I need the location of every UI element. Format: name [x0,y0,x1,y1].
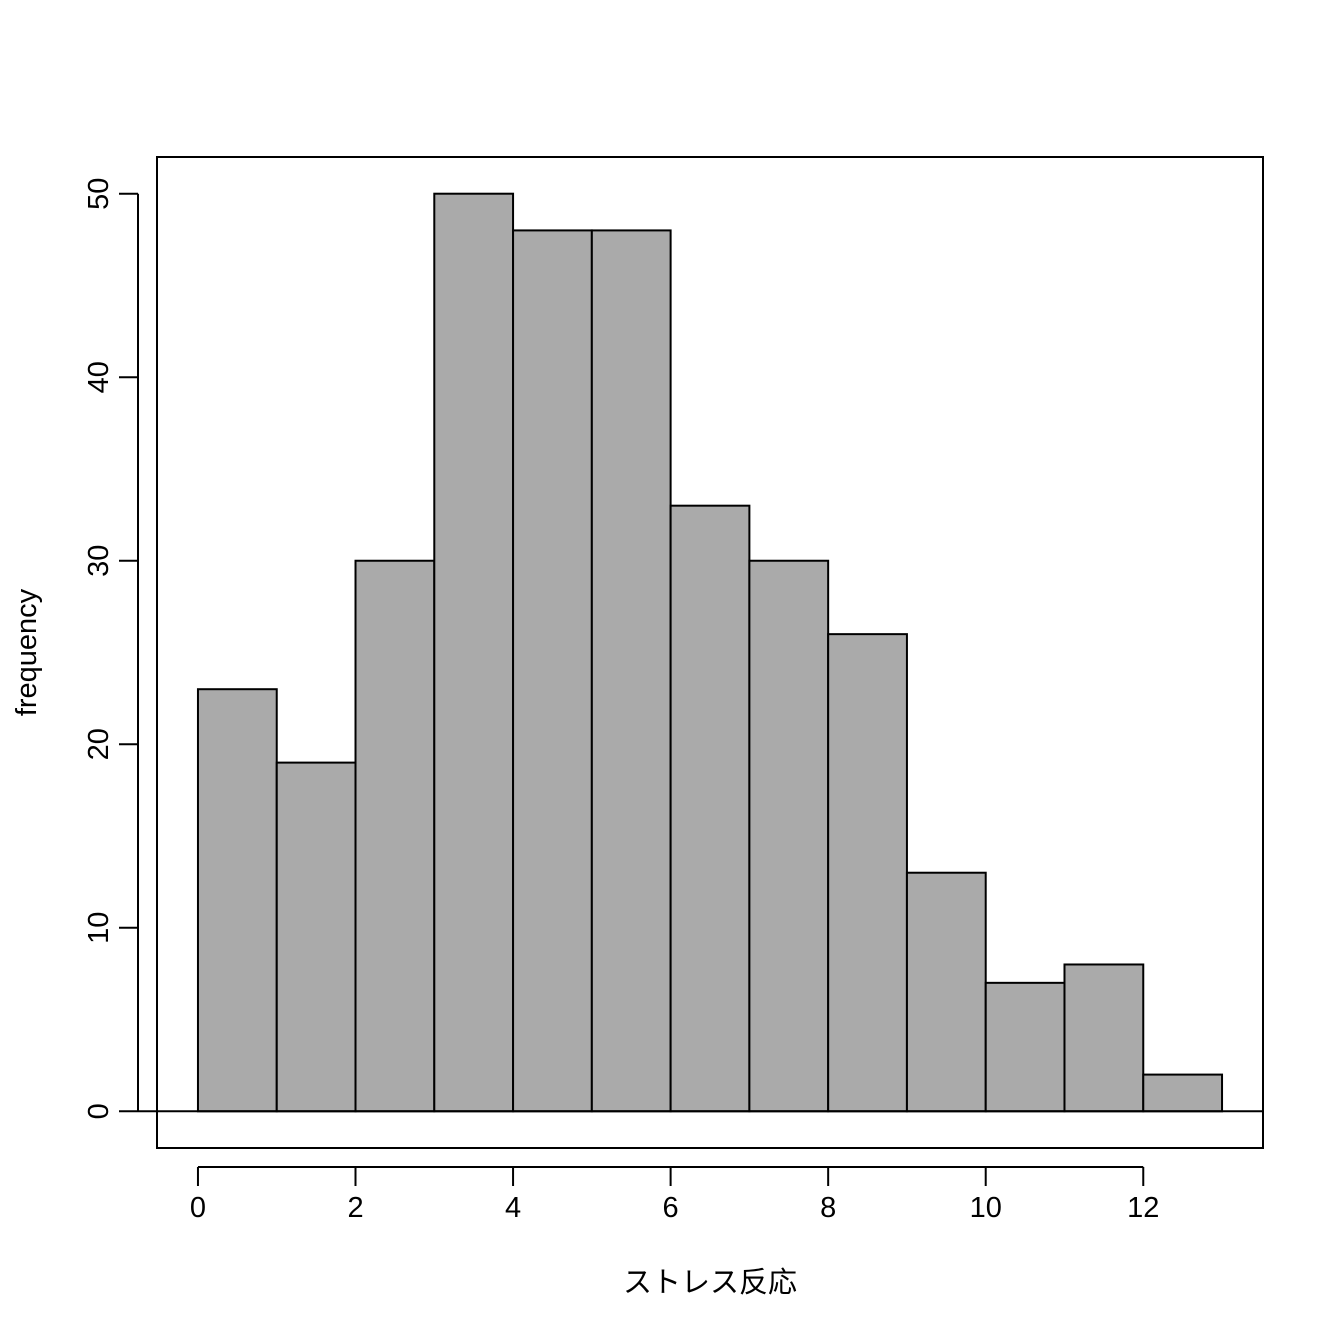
y-tick-label: 20 [83,728,115,760]
histogram-bar [1063,963,1145,1113]
histogram-bar [669,504,751,1113]
y-axis: 0 10 20 30 40 50 [83,178,139,1119]
histogram-bar [748,559,830,1113]
x-tick-label: 12 [1127,1192,1159,1224]
y-tick-label: 0 [83,1103,115,1119]
histogram-bar [433,192,515,1113]
plot-frame [156,156,1264,1149]
x-tick-label: 4 [505,1192,521,1224]
y-tick-label: 10 [83,912,115,944]
bars-layer [196,192,1224,1113]
y-tick-label: 40 [83,361,115,393]
x-tick-label: 0 [190,1192,206,1224]
y-tick-label: 50 [83,178,115,210]
histogram-bar [275,761,357,1113]
y-tick-label: 30 [83,545,115,577]
histogram-bar [512,229,593,1113]
histogram-bar [354,559,436,1113]
x-axis-title: ストレス反応 [623,1266,797,1299]
histogram-bar [590,229,672,1113]
histogram-bar [196,688,278,1113]
x-tick-label: 6 [663,1192,679,1224]
histogram-bar [905,871,987,1113]
y-axis-title: frequency [11,588,43,716]
x-axis: 0 2 4 6 8 10 12 [190,1166,1159,1224]
x-tick-label: 2 [347,1192,363,1224]
histogram-bar [1142,1073,1224,1113]
histogram-bar [984,981,1066,1113]
x-tick-label: 8 [820,1192,836,1224]
histogram-bar [827,633,908,1113]
x-tick-label: 10 [970,1192,1002,1224]
